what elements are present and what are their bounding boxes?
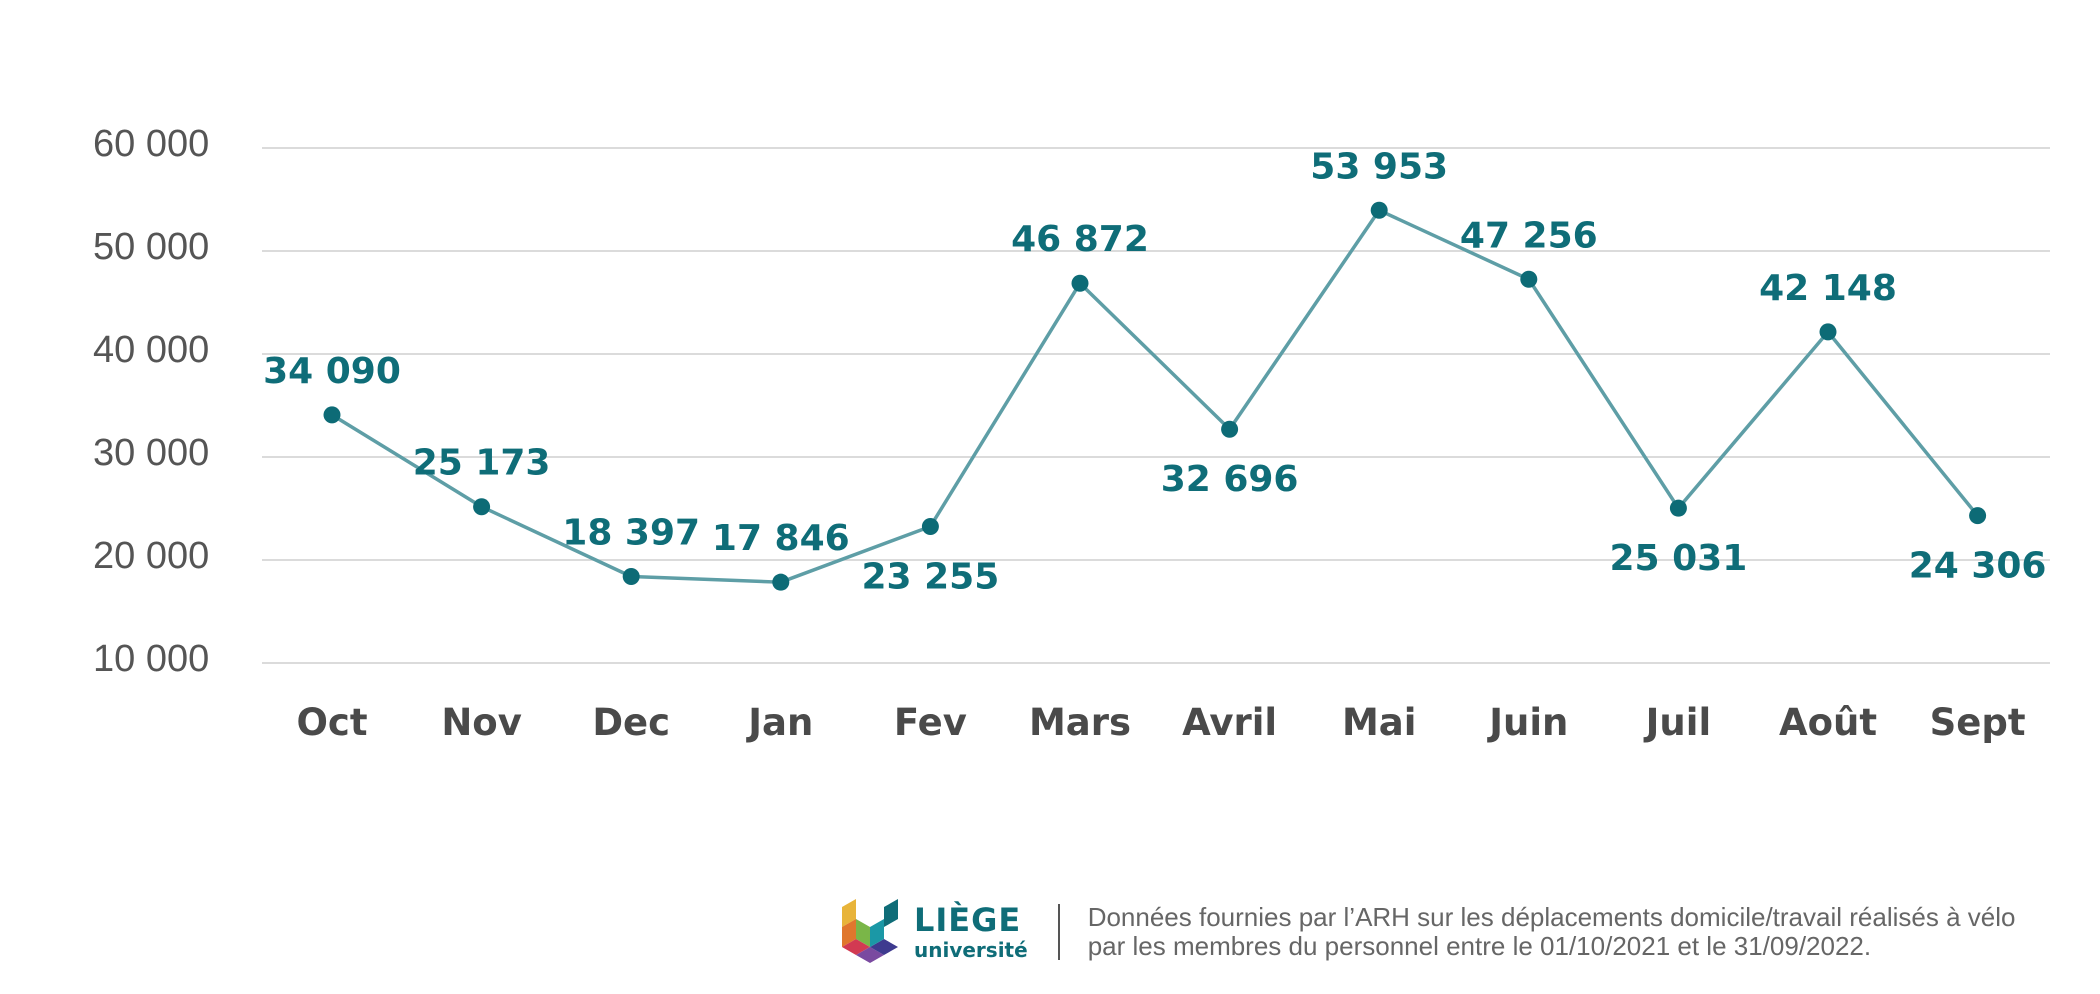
footer-divider — [1057, 904, 1060, 960]
data-label: 46 872 — [1011, 219, 1149, 260]
data-labels: 34 090 25 173 18 397 17 846 23 255 46 872 32 6… — [263, 146, 2046, 597]
x-tick-label: Dec — [592, 701, 670, 744]
data-point — [1520, 270, 1538, 288]
y-tick-label: 20 000 — [93, 535, 209, 577]
logo-subtitle: université — [914, 938, 1028, 962]
x-axis-ticks: Oct Nov Dec Jan Fev Mars Avril Mai Juin Juil Août S… — [296, 701, 2025, 744]
data-point — [622, 568, 640, 586]
x-tick-label: Août — [1779, 701, 1877, 744]
x-tick-label: Avril — [1182, 701, 1277, 744]
data-label: 47 256 — [1460, 215, 1598, 256]
uliege-logo-icon — [842, 899, 898, 963]
source-note-line-2: par les membres du personnel entre le 01… — [1087, 931, 1872, 961]
data-point — [1370, 201, 1388, 219]
x-tick-label: Mars — [1029, 701, 1131, 744]
data-point — [1819, 323, 1837, 341]
data-point — [772, 573, 790, 591]
data-point — [921, 517, 939, 535]
data-label: 32 696 — [1161, 459, 1299, 500]
gridlines — [262, 147, 2050, 664]
data-label: 24 306 — [1909, 546, 2047, 587]
data-point — [1669, 499, 1687, 517]
data-label: 17 846 — [712, 518, 850, 559]
source-note: Données fournies par l’ARH sur les dépla… — [1088, 903, 2016, 961]
data-label: 53 953 — [1310, 146, 1448, 187]
data-point — [473, 498, 491, 516]
line-chart: 10 000 20 000 30 000 40 000 50 000 60 000 Oct… — [93, 123, 2050, 744]
source-note-line-1: Données fournies par l’ARH sur les dépla… — [1087, 902, 2016, 932]
x-tick-label: Fev — [894, 701, 967, 744]
data-label: 42 148 — [1759, 268, 1897, 309]
x-tick-label: Jan — [745, 701, 813, 744]
y-tick-label: 40 000 — [93, 329, 209, 371]
logo-name: LIÈGE — [914, 901, 1022, 939]
y-tick-label: 50 000 — [93, 226, 209, 268]
series-line — [331, 208, 1979, 584]
y-tick-label: 30 000 — [93, 432, 209, 474]
data-point — [1969, 507, 1987, 525]
data-point — [1221, 420, 1239, 438]
data-label: 25 173 — [413, 443, 551, 484]
x-tick-label: Sept — [1930, 701, 2026, 744]
data-point — [323, 406, 341, 424]
data-label: 23 255 — [862, 556, 1000, 597]
uliege-logo: LIÈGE université — [842, 896, 1028, 968]
x-tick-label: Oct — [296, 701, 367, 744]
y-axis-ticks: 10 000 20 000 30 000 40 000 50 000 60 000 — [93, 123, 209, 680]
data-label: 34 090 — [263, 351, 401, 392]
data-label: 18 397 — [562, 513, 700, 554]
data-points — [323, 201, 1987, 591]
data-label: 25 031 — [1610, 538, 1748, 579]
data-point — [1071, 274, 1089, 292]
x-tick-label: Mai — [1342, 701, 1416, 744]
footer: LIÈGE université Données fournies par l’… — [842, 892, 2015, 972]
x-tick-label: Juin — [1486, 701, 1568, 744]
x-tick-label: Nov — [441, 701, 522, 744]
y-tick-label: 10 000 — [93, 638, 209, 680]
x-tick-label: Juil — [1643, 701, 1711, 744]
y-tick-label: 60 000 — [93, 123, 209, 165]
